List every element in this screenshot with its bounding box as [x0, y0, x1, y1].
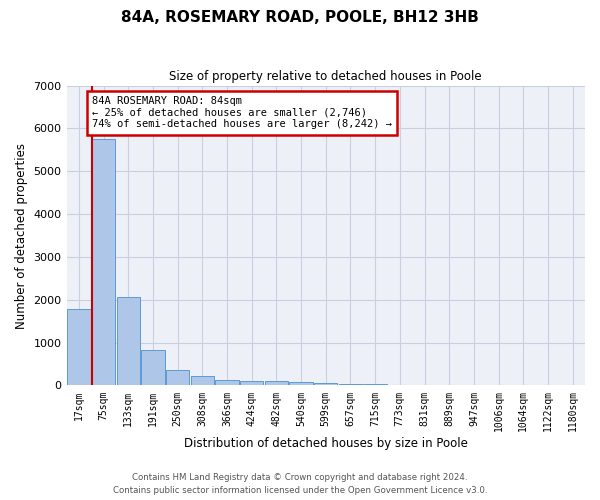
Bar	[215, 380, 239, 386]
Bar	[116, 297, 140, 386]
Text: 84A ROSEMARY ROAD: 84sqm
← 25% of detached houses are smaller (2,746)
74% of sem: 84A ROSEMARY ROAD: 84sqm ← 25% of detach…	[92, 96, 392, 130]
X-axis label: Distribution of detached houses by size in Poole: Distribution of detached houses by size …	[184, 437, 468, 450]
Bar	[364, 384, 387, 386]
Text: 84A, ROSEMARY ROAD, POOLE, BH12 3HB: 84A, ROSEMARY ROAD, POOLE, BH12 3HB	[121, 10, 479, 25]
Bar	[240, 381, 263, 386]
Bar	[141, 350, 164, 386]
Bar	[289, 382, 313, 386]
Bar	[166, 370, 190, 386]
Bar	[314, 383, 337, 386]
Y-axis label: Number of detached properties: Number of detached properties	[15, 142, 28, 328]
Bar	[265, 382, 288, 386]
Bar	[191, 376, 214, 386]
Bar	[92, 139, 115, 386]
Bar	[67, 309, 91, 386]
Title: Size of property relative to detached houses in Poole: Size of property relative to detached ho…	[169, 70, 482, 83]
Bar	[339, 384, 362, 386]
Text: Contains HM Land Registry data © Crown copyright and database right 2024.
Contai: Contains HM Land Registry data © Crown c…	[113, 474, 487, 495]
